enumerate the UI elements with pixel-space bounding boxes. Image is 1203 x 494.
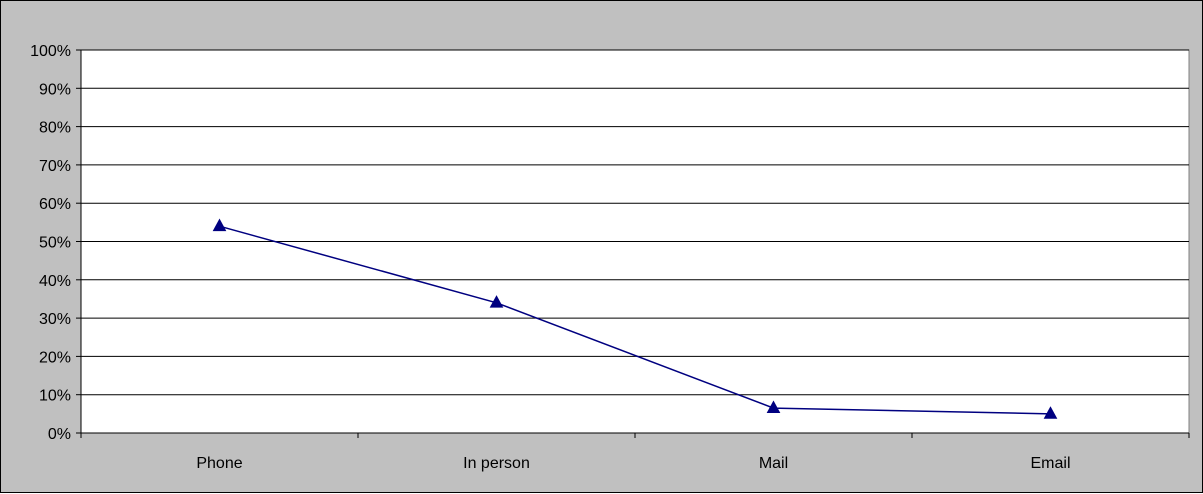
y-tick-label: 60% (39, 196, 71, 213)
series-line (219, 225, 1051, 415)
y-tick-label: 0% (48, 426, 71, 443)
x-axis-labels: Phone In person Mail Email (196, 455, 1070, 472)
data-point-marker (489, 295, 504, 308)
series-layer (212, 218, 1058, 419)
data-point-marker (212, 218, 227, 232)
x-tick-label: Phone (196, 455, 242, 472)
y-tick-label: 90% (39, 81, 71, 98)
data-point-marker (1043, 406, 1058, 419)
y-tick-label: 40% (39, 273, 71, 290)
y-tick-label: 70% (39, 158, 71, 175)
data-point-marker (766, 400, 781, 414)
y-tick-label: 10% (39, 388, 71, 405)
y-tick-label: 100% (30, 43, 71, 60)
y-tick-label: 50% (39, 235, 71, 252)
x-axis-ticks (80, 433, 1190, 438)
x-tick-label: Email (1030, 455, 1070, 472)
y-tick-label: 80% (39, 120, 71, 137)
gridlines (81, 49, 1189, 396)
x-tick-label: Mail (759, 455, 788, 472)
y-axis-labels: 0% 10% 20% 30% 40% 50% 60% 70% 80% 90% 100% (30, 43, 71, 443)
y-axis-ticks (76, 49, 81, 434)
y-tick-label: 20% (39, 349, 71, 366)
x-tick-label: In person (463, 455, 530, 472)
y-tick-label: 30% (39, 311, 71, 328)
